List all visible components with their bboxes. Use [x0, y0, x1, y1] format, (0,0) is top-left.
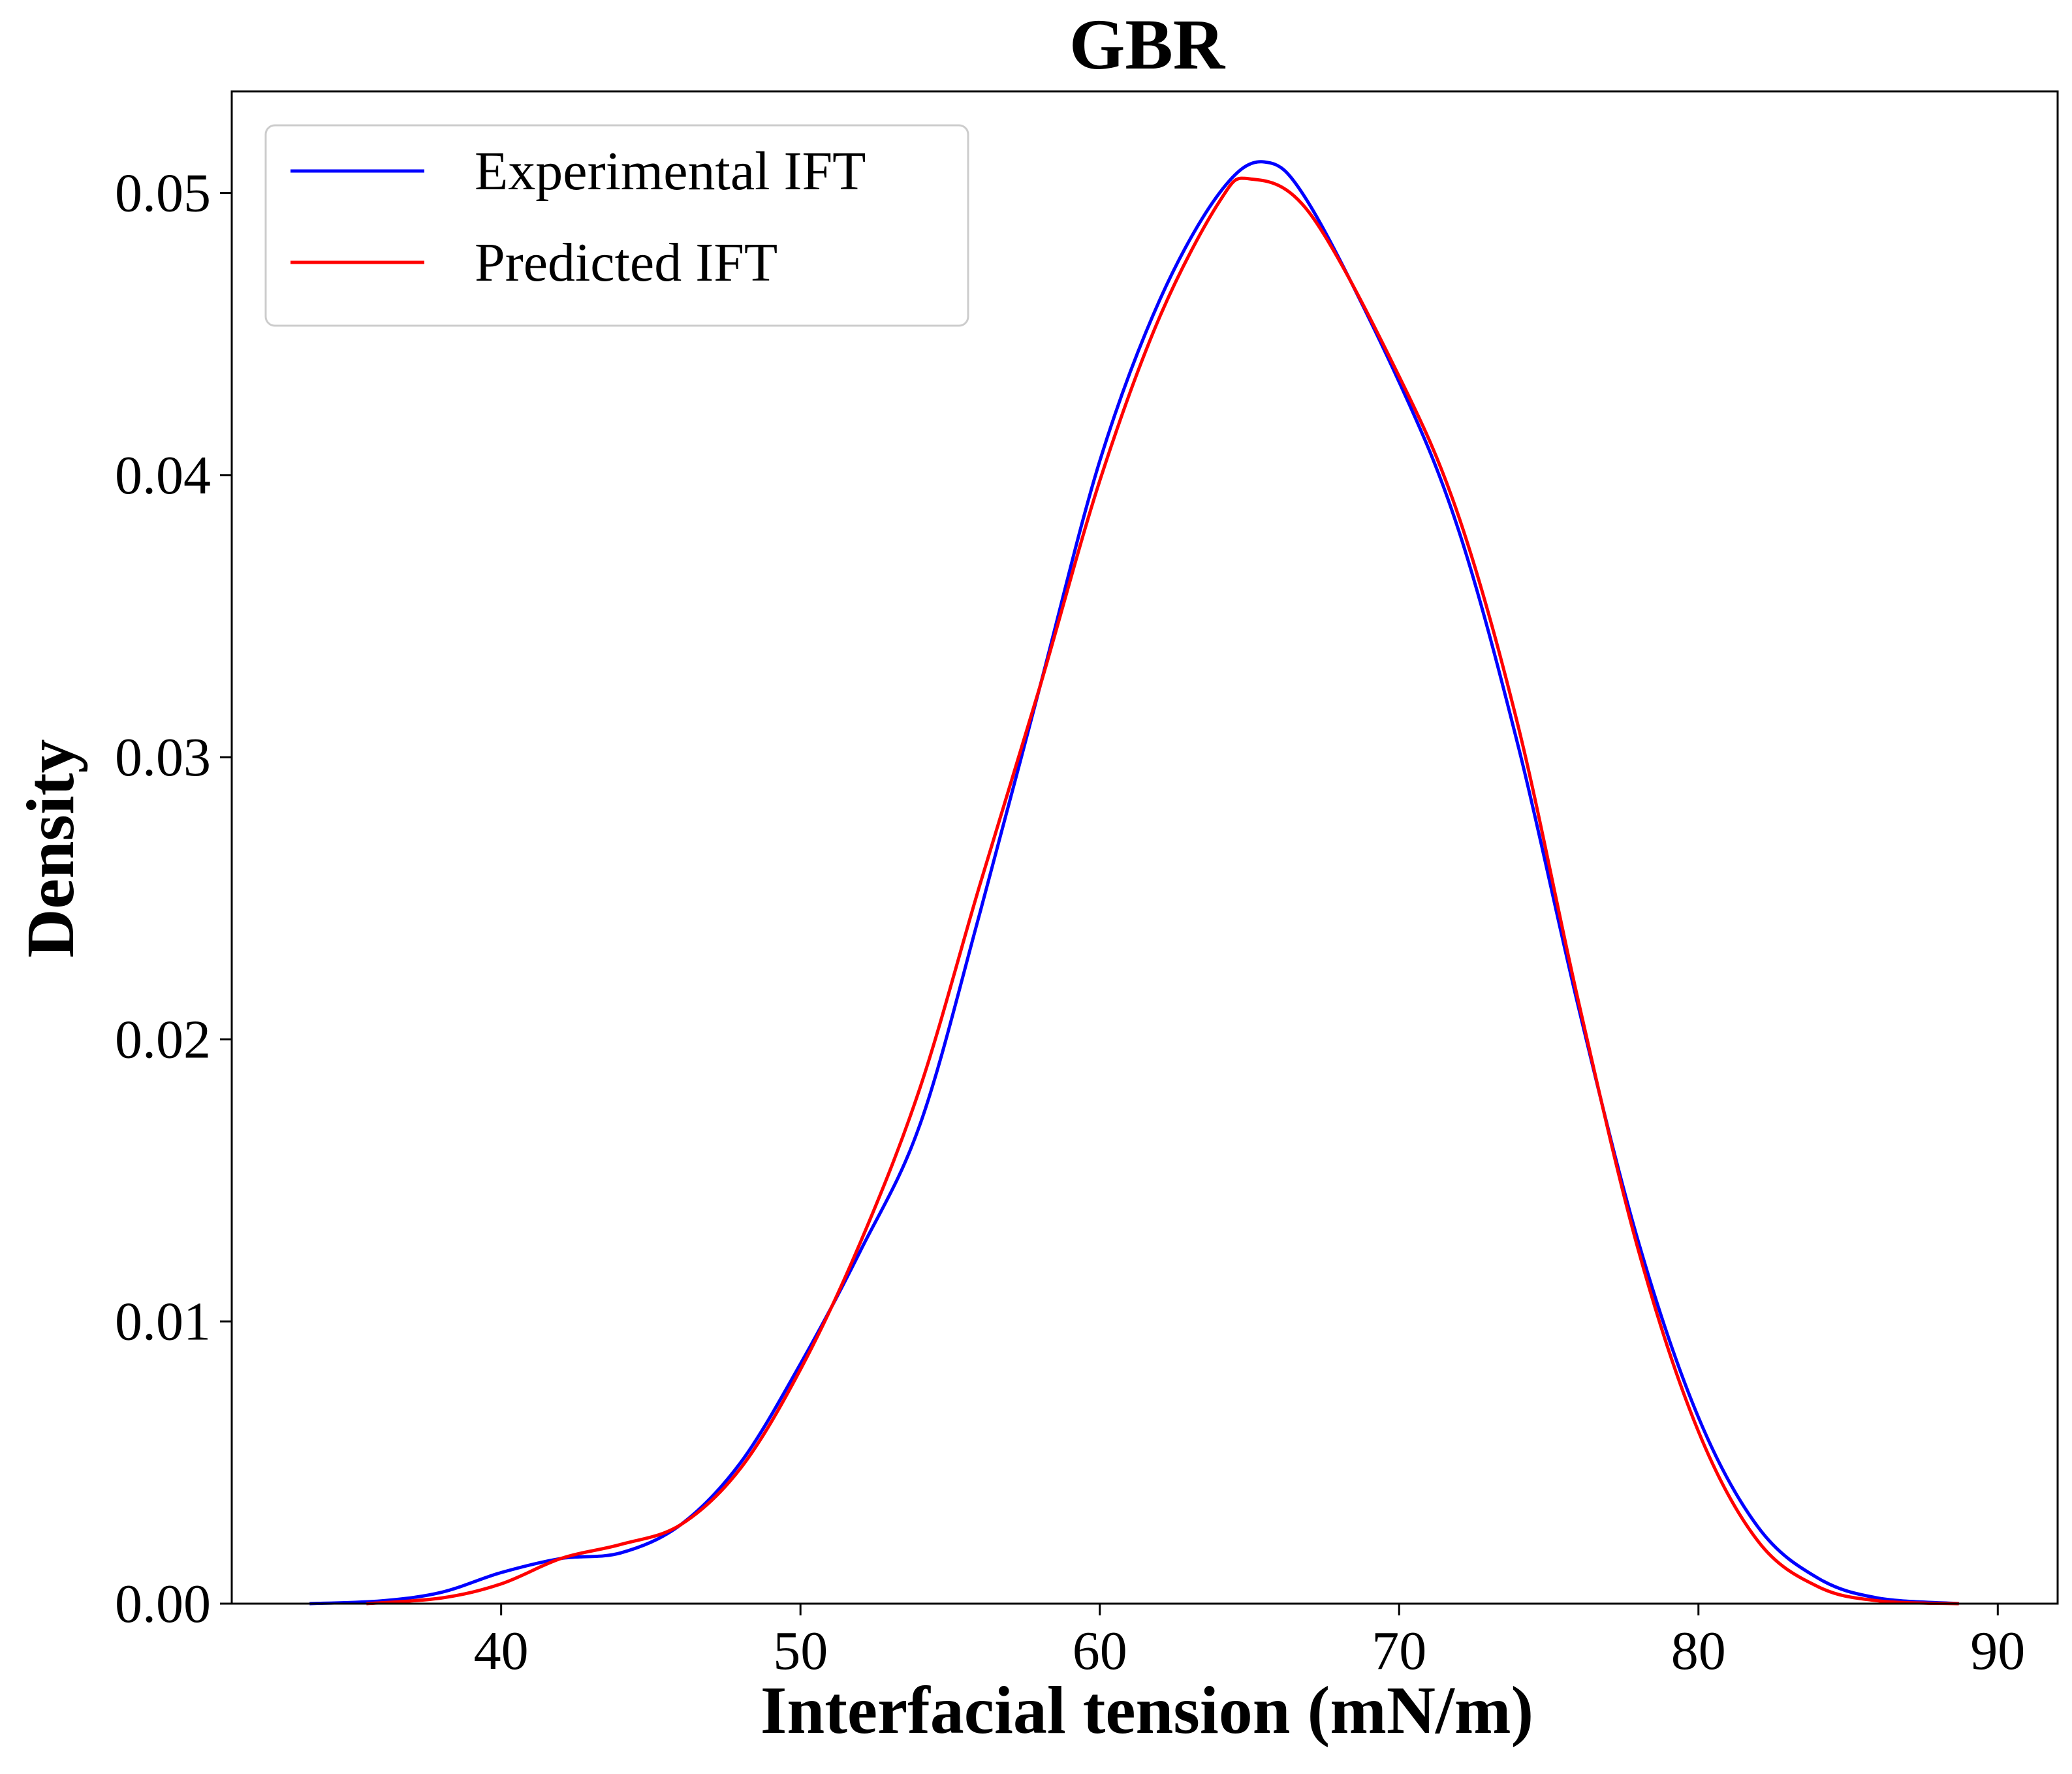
- x-tick-label: 40: [474, 1621, 529, 1681]
- series-line-2: [366, 176, 1959, 1606]
- x-tick-label: 80: [1671, 1621, 1726, 1681]
- x-tick-label: 50: [773, 1621, 828, 1681]
- legend-label-2: Predicted IFT: [475, 232, 777, 293]
- y-tick-label: 0.04: [115, 445, 211, 506]
- y-tick-label: 0.00: [115, 1574, 211, 1634]
- x-axis: 40 50 60 70 80 90: [474, 1604, 2025, 1681]
- x-tick-label: 70: [1372, 1621, 1426, 1681]
- legend-box: [264, 124, 969, 327]
- y-axis-label: Density: [13, 739, 88, 957]
- plot-area: [230, 90, 2059, 1606]
- y-axis: 0.00 0.01 0.02 0.03 0.04 0.05: [115, 163, 232, 1634]
- x-axis-label: Interfacial tension (mN/m): [761, 1673, 1533, 1748]
- y-tick-label: 0.01: [115, 1292, 211, 1352]
- y-tick-label: 0.02: [115, 1009, 211, 1070]
- x-tick-label: 60: [1073, 1621, 1127, 1681]
- y-tick-label: 0.05: [115, 163, 211, 224]
- y-tick-label: 0.03: [115, 727, 211, 788]
- chart-title: GBR: [1069, 5, 1226, 84]
- legend-label-1: Experimental IFT: [475, 141, 866, 202]
- x-tick-label: 90: [1970, 1621, 2025, 1681]
- plot-frame: [230, 90, 2059, 1605]
- legend: Experimental IFT Predicted IFT: [264, 124, 969, 327]
